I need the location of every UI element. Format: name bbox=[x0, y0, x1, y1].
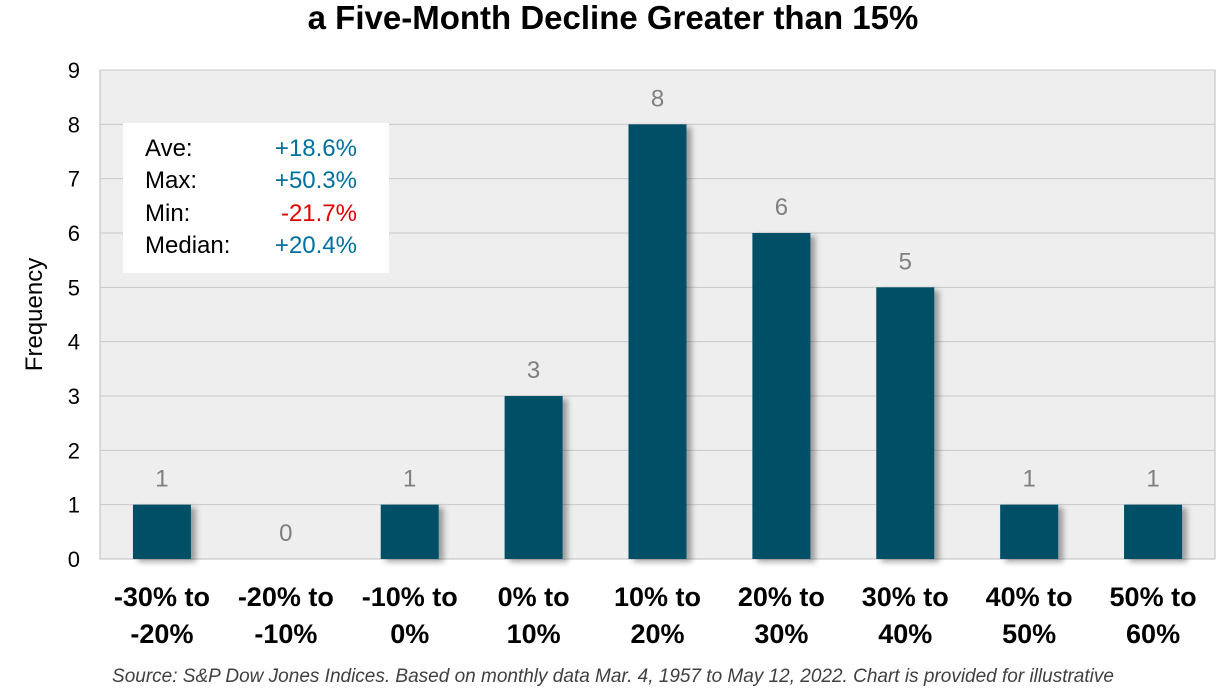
y-tick-label: 3 bbox=[68, 384, 80, 409]
stat-label: Min: bbox=[145, 200, 191, 227]
x-tick-label: 10% bbox=[507, 619, 561, 649]
x-tick-label: 30% to bbox=[862, 582, 949, 612]
data-label: 1 bbox=[155, 466, 168, 493]
stat-row-median: Median: +20.4% bbox=[145, 230, 385, 262]
x-tick-label: 40% to bbox=[986, 582, 1073, 612]
stat-value: +18.6% bbox=[274, 135, 357, 162]
stat-row-max: Max: +50.3% bbox=[145, 165, 385, 197]
bar bbox=[1000, 504, 1059, 559]
stat-value: -21.7% bbox=[280, 200, 357, 227]
y-tick-label: 5 bbox=[68, 275, 80, 300]
y-tick-label: 6 bbox=[68, 221, 80, 246]
stat-label: Median: bbox=[145, 232, 231, 259]
x-tick-label: 0% to bbox=[498, 582, 570, 612]
stats-box: Ave: +18.6% Max: +50.3% Min: -21.7% Medi… bbox=[123, 123, 389, 273]
bar bbox=[504, 396, 563, 559]
data-label: 3 bbox=[527, 357, 540, 384]
x-tick-label: 10% to bbox=[614, 582, 701, 612]
x-tick-label: 50% bbox=[1002, 619, 1056, 649]
stat-row-min: Min: -21.7% bbox=[145, 198, 385, 230]
y-tick-label: 8 bbox=[68, 112, 80, 137]
data-label: 1 bbox=[403, 466, 416, 493]
x-tick-label: -30% to bbox=[114, 582, 210, 612]
data-label: 8 bbox=[651, 85, 664, 112]
stat-row-ave: Ave: +18.6% bbox=[145, 133, 385, 165]
bar bbox=[380, 504, 439, 559]
data-label: 1 bbox=[1022, 466, 1035, 493]
y-tick-label: 1 bbox=[68, 493, 80, 518]
x-tick-label: 40% bbox=[878, 619, 932, 649]
bar bbox=[628, 124, 687, 559]
chart-title: a Five-Month Decline Greater than 15% bbox=[307, 0, 919, 36]
data-label: 1 bbox=[1146, 466, 1159, 493]
x-tick-label: 30% bbox=[754, 619, 808, 649]
bar bbox=[1124, 504, 1183, 559]
source-note: Source: S&P Dow Jones Indices. Based on … bbox=[112, 666, 1114, 687]
x-tick-label: -10% to bbox=[362, 582, 458, 612]
bar bbox=[752, 233, 811, 559]
y-tick-label: 9 bbox=[68, 58, 80, 83]
data-label: 5 bbox=[899, 248, 912, 275]
y-tick-label: 7 bbox=[68, 167, 80, 192]
stat-label: Ave: bbox=[145, 135, 193, 162]
y-tick-label: 2 bbox=[68, 438, 80, 463]
x-tick-label: -20% bbox=[130, 619, 193, 649]
data-label: 0 bbox=[279, 520, 292, 547]
y-axis-label: Frequency bbox=[21, 258, 48, 371]
x-tick-label: 50% to bbox=[1110, 582, 1197, 612]
x-tick-label: 20% bbox=[630, 619, 684, 649]
stat-value: +20.4% bbox=[274, 232, 357, 259]
x-tick-label: -10% bbox=[254, 619, 317, 649]
stat-value: +50.3% bbox=[274, 167, 357, 194]
x-tick-label: 0% bbox=[390, 619, 429, 649]
bar bbox=[132, 504, 191, 559]
stat-label: Max: bbox=[145, 167, 198, 194]
y-tick-label: 0 bbox=[68, 547, 80, 572]
bar bbox=[876, 287, 935, 559]
x-tick-label: 60% bbox=[1126, 619, 1180, 649]
x-tick-label: -20% to bbox=[238, 582, 334, 612]
y-tick-label: 4 bbox=[68, 330, 80, 355]
x-tick-label: 20% to bbox=[738, 582, 825, 612]
data-label: 6 bbox=[775, 194, 788, 221]
